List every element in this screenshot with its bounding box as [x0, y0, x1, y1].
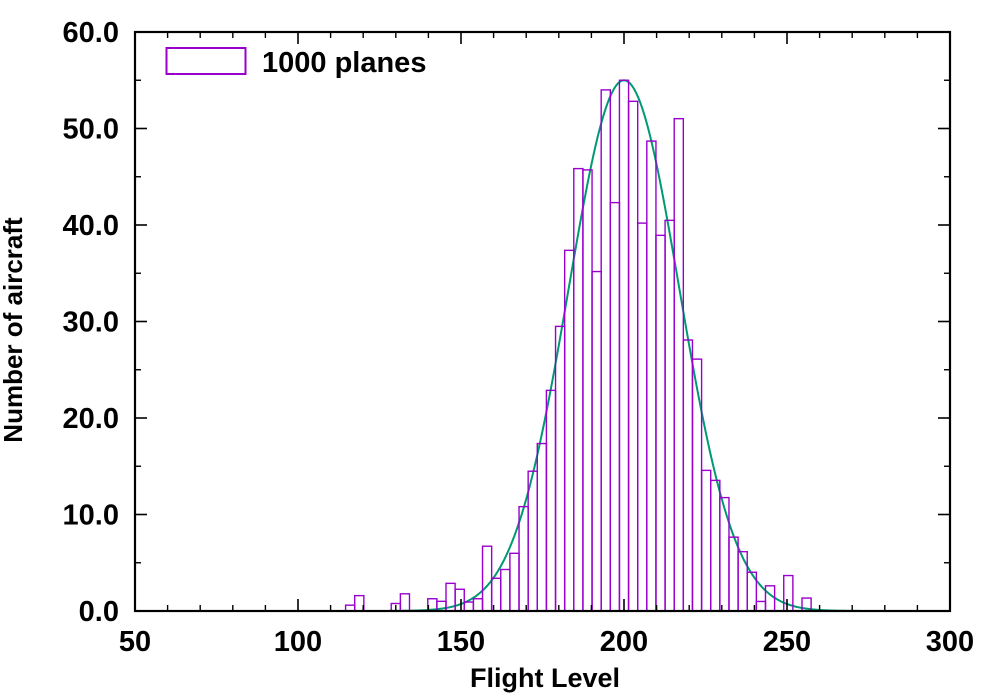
svg-text:100: 100 — [274, 626, 322, 658]
svg-text:60.0: 60.0 — [63, 17, 119, 49]
svg-text:0.0: 0.0 — [79, 596, 119, 628]
svg-text:20.0: 20.0 — [63, 403, 119, 435]
svg-text:150: 150 — [437, 626, 485, 658]
svg-text:30.0: 30.0 — [63, 307, 119, 339]
svg-text:250: 250 — [763, 626, 811, 658]
svg-text:Number of aircraft: Number of aircraft — [0, 217, 28, 443]
svg-text:Flight Level: Flight Level — [470, 663, 620, 693]
svg-text:1000 planes: 1000 planes — [262, 47, 426, 79]
svg-text:50: 50 — [119, 626, 151, 658]
svg-text:40.0: 40.0 — [63, 210, 119, 242]
svg-text:300: 300 — [926, 626, 974, 658]
svg-text:10.0: 10.0 — [63, 500, 119, 532]
svg-text:50.0: 50.0 — [63, 114, 119, 146]
svg-text:200: 200 — [600, 626, 648, 658]
